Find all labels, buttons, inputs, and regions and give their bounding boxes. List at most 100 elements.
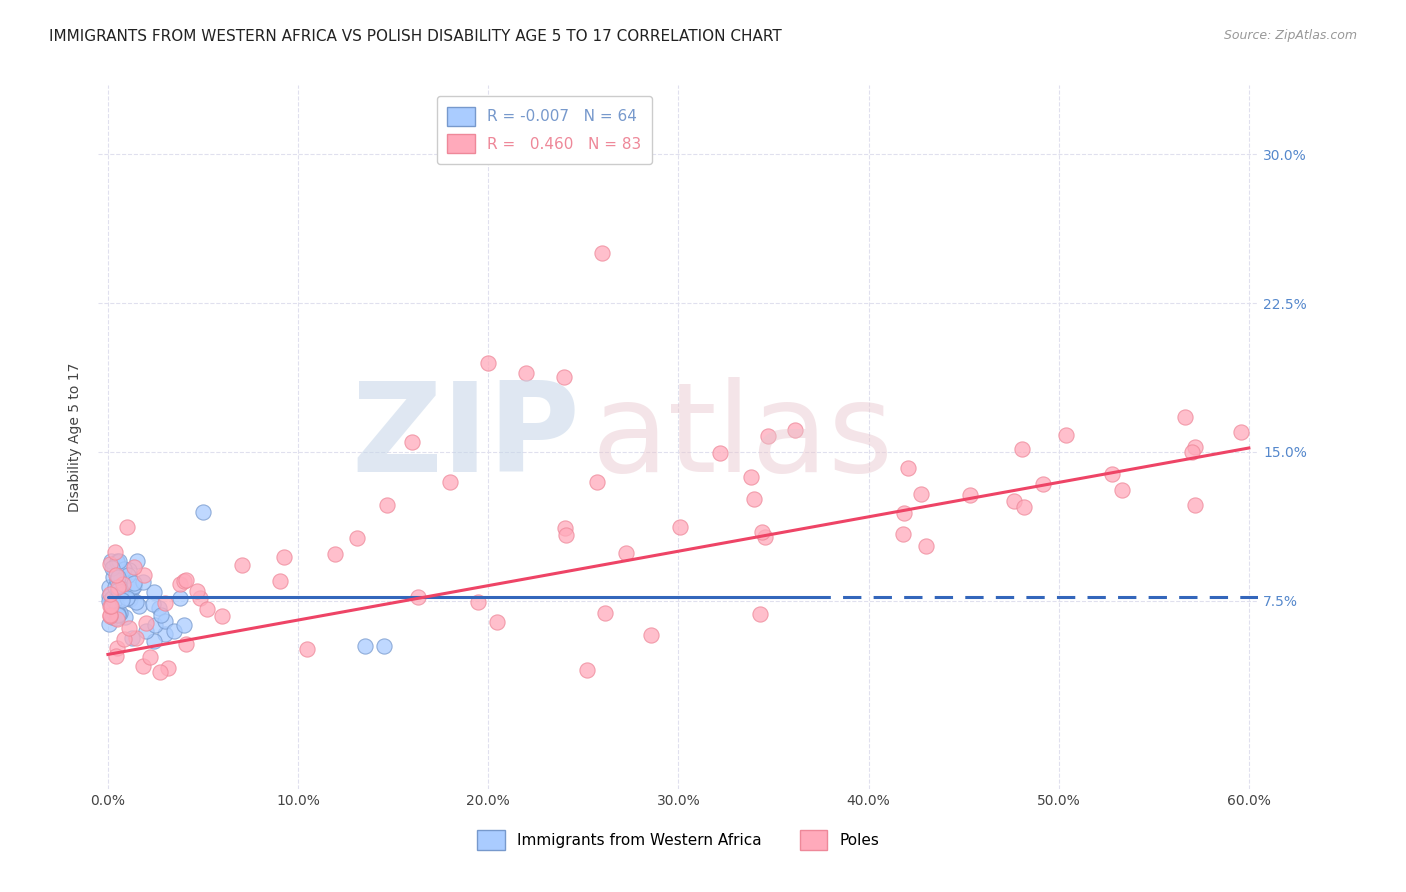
Point (553, 369, 575, 384)
Point (103, 594, 125, 608)
Point (1174, 409, 1197, 424)
Point (153, 627, 176, 641)
Point (555, 528, 578, 542)
Point (108, 581, 131, 595)
Point (98, 617, 121, 632)
Point (211, 608, 233, 623)
Point (375, 498, 398, 512)
Point (121, 632, 143, 646)
Text: atlas: atlas (592, 376, 894, 498)
Point (98, 589, 121, 603)
Point (107, 608, 129, 623)
Point (124, 560, 146, 574)
Legend: Immigrants from Western Africa, Poles: Immigrants from Western Africa, Poles (471, 824, 886, 855)
Point (669, 520, 692, 534)
Point (142, 584, 165, 599)
Point (103, 559, 125, 574)
Point (593, 606, 616, 620)
Point (142, 597, 165, 611)
Point (742, 492, 765, 507)
Point (586, 475, 609, 490)
Point (112, 572, 135, 586)
Point (101, 570, 124, 584)
Point (114, 610, 136, 624)
Point (783, 423, 806, 437)
Point (640, 628, 662, 642)
Point (118, 563, 141, 577)
Point (1184, 440, 1206, 454)
Point (100, 599, 122, 613)
Point (740, 470, 762, 484)
Point (111, 593, 134, 607)
Point (1032, 477, 1054, 491)
Point (1101, 467, 1123, 482)
Point (108, 554, 131, 568)
Point (915, 539, 938, 553)
Point (98, 599, 121, 613)
Point (124, 631, 146, 645)
Point (439, 475, 461, 489)
Point (910, 486, 932, 500)
Point (191, 504, 214, 518)
Point (169, 577, 191, 591)
Point (173, 617, 195, 632)
Point (149, 665, 172, 680)
Point (107, 582, 129, 597)
Point (190, 591, 212, 605)
Point (150, 607, 173, 622)
Point (112, 576, 135, 591)
Point (121, 582, 143, 597)
Point (112, 632, 135, 647)
Point (124, 579, 146, 593)
Point (115, 591, 138, 605)
Point (108, 572, 131, 586)
Point (104, 648, 127, 663)
Point (105, 554, 128, 568)
Point (98, 557, 121, 571)
Point (754, 530, 776, 544)
Point (1184, 499, 1206, 513)
Point (118, 621, 141, 635)
Point (575, 663, 598, 677)
Point (122, 576, 145, 591)
Point (132, 659, 155, 673)
Point (153, 614, 176, 628)
Point (231, 558, 253, 572)
Point (139, 649, 162, 664)
Point (105, 556, 128, 570)
Point (100, 561, 122, 575)
Point (105, 599, 128, 613)
Point (406, 590, 429, 604)
Point (273, 549, 295, 564)
Point (105, 612, 128, 626)
Point (401, 435, 423, 450)
Point (125, 595, 148, 609)
Y-axis label: Disability Age 5 to 17: Disability Age 5 to 17 (67, 362, 82, 512)
Point (111, 577, 134, 591)
Point (105, 573, 128, 587)
Point (1181, 445, 1204, 459)
Point (110, 586, 132, 600)
Point (176, 637, 198, 651)
Point (1002, 494, 1025, 508)
Point (373, 640, 395, 654)
Point (959, 488, 981, 502)
Point (98, 609, 121, 624)
Point (103, 607, 125, 621)
Point (1012, 500, 1035, 514)
Point (477, 356, 499, 370)
Point (98, 608, 121, 623)
Point (104, 580, 127, 594)
Point (1054, 428, 1077, 442)
Point (107, 570, 129, 584)
Point (132, 568, 155, 582)
Point (751, 525, 773, 540)
Point (893, 527, 915, 541)
Point (163, 624, 186, 638)
Point (107, 580, 129, 594)
Point (157, 660, 180, 674)
Point (101, 591, 124, 606)
Point (125, 554, 148, 568)
Point (325, 547, 347, 561)
Point (709, 446, 731, 460)
